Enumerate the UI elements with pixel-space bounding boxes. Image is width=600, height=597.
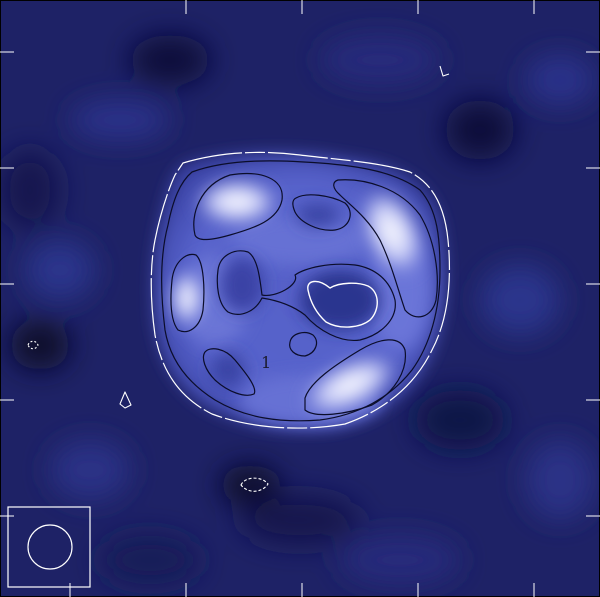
beam-ellipse-icon	[7, 506, 91, 588]
hole-contour-sw	[202, 348, 256, 396]
hole-contour-left	[216, 250, 396, 342]
outer-contour	[150, 151, 451, 429]
hotspot-contour-ne	[333, 179, 438, 318]
source-disk	[153, 153, 446, 430]
hotspot-contour-se	[304, 339, 407, 416]
hole-contour-top	[292, 194, 351, 231]
hotspot-contour-nw	[193, 173, 283, 241]
noise-contour-3	[27, 340, 39, 350]
hotspot-contour-w	[170, 253, 205, 333]
noise-contour-4	[439, 65, 450, 77]
noise-patches	[0, 35, 595, 585]
noise-contour-1	[240, 477, 269, 492]
contours	[27, 65, 451, 492]
noise-contour-2	[119, 391, 132, 409]
contour-label: 1	[261, 353, 271, 372]
hole-contour-small	[289, 332, 318, 357]
innermost-contour	[307, 280, 378, 328]
